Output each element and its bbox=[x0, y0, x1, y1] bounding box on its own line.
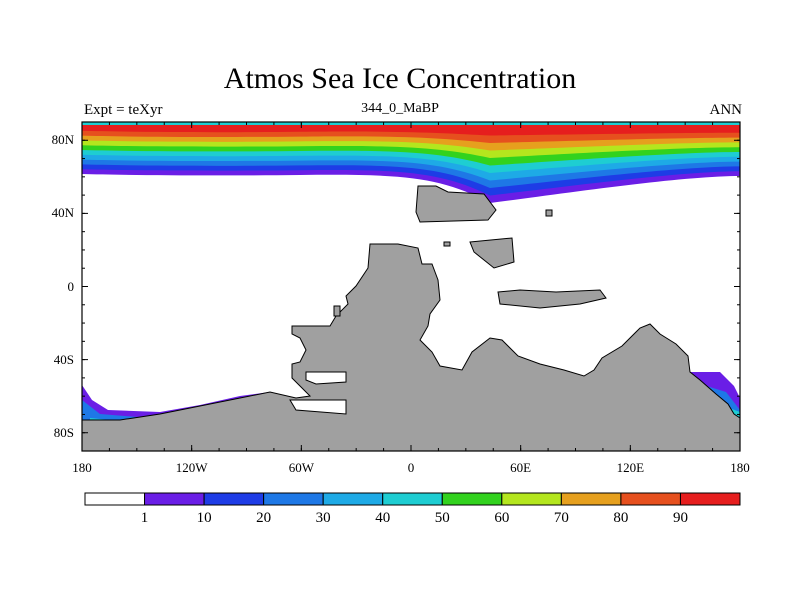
lon-label: 180 bbox=[730, 460, 750, 475]
land-main-gondwana bbox=[81, 243, 741, 452]
lon-label: 60E bbox=[510, 460, 532, 475]
colorbar-label: 30 bbox=[315, 510, 331, 526]
colorbar-segment bbox=[322, 492, 384, 506]
colorbar-label: 50 bbox=[434, 510, 450, 526]
lon-label: 0 bbox=[407, 460, 415, 475]
colorbar-label: 10 bbox=[196, 510, 212, 526]
lon-label: 60W bbox=[288, 460, 314, 475]
season-label: ANN bbox=[709, 102, 743, 118]
land-small-island-3 bbox=[443, 241, 451, 247]
colorbar-segment bbox=[560, 492, 622, 506]
land-small-island-1 bbox=[333, 305, 341, 317]
colorbar-segment bbox=[203, 492, 265, 506]
colorbar-label: 80 bbox=[613, 510, 629, 526]
lon-label: 120E bbox=[616, 460, 645, 475]
colorbar-segment bbox=[263, 492, 324, 506]
water-inlet-2 bbox=[289, 399, 347, 415]
colorbar-segment bbox=[620, 492, 681, 506]
colorbar-label: 70 bbox=[553, 510, 569, 526]
southern-water-areas bbox=[289, 371, 347, 415]
colorbar-segment bbox=[382, 492, 443, 506]
colorbar-segment bbox=[679, 492, 741, 506]
lon-label: 180 bbox=[72, 460, 92, 475]
time-label: 344_0_MaBP bbox=[361, 101, 439, 116]
land-masses bbox=[81, 185, 741, 452]
arctic-ice-bands bbox=[82, 122, 740, 203]
arctic-band-10 bbox=[82, 122, 740, 136]
colorbar-label: 90 bbox=[672, 510, 688, 526]
lon-label: 120W bbox=[175, 460, 208, 475]
colorbar-segment bbox=[441, 492, 503, 506]
lat-label: 40S bbox=[53, 351, 74, 367]
colorbar-label: 20 bbox=[256, 510, 272, 526]
colorbar-label: 60 bbox=[494, 510, 510, 526]
land-small-island-2 bbox=[545, 209, 553, 217]
land-east-block bbox=[469, 237, 515, 269]
colorbar-label: 40 bbox=[375, 510, 391, 526]
colorbar-segment bbox=[144, 492, 205, 506]
lat-label: 80N bbox=[51, 132, 74, 148]
lat-label: 40N bbox=[51, 205, 74, 221]
water-inlet-1 bbox=[305, 371, 347, 385]
land-laurasia-europe bbox=[415, 185, 497, 223]
axis-ticks bbox=[81, 121, 741, 452]
lat-label: 0 bbox=[67, 278, 75, 294]
colorbar-segment bbox=[84, 492, 146, 506]
experiment-label: Expt = teXyr bbox=[84, 102, 163, 118]
land-asia-block bbox=[497, 289, 607, 309]
colorbar-segment bbox=[501, 492, 562, 506]
plot-title: Atmos Sea Ice Concentration bbox=[223, 62, 577, 95]
colorbar-label: 1 bbox=[140, 510, 149, 526]
lat-label: 80S bbox=[53, 424, 74, 440]
